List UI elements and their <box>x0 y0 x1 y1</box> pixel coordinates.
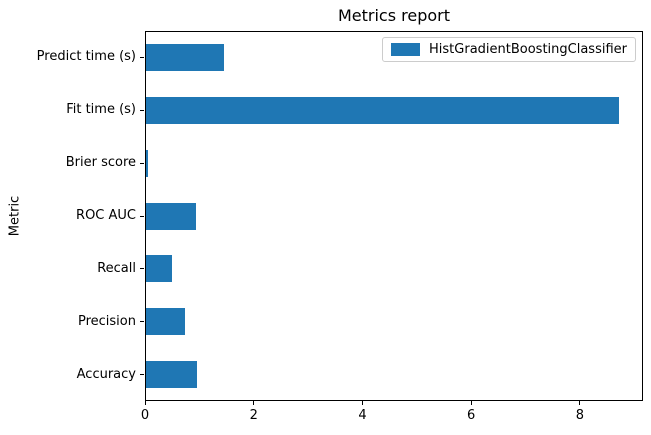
y-tick-label: Recall <box>97 260 136 276</box>
y-tick-label: Precision <box>77 313 136 329</box>
y-tick-mark <box>140 162 144 164</box>
bar <box>146 96 619 124</box>
bar <box>146 255 173 283</box>
y-tick-mark <box>140 321 144 323</box>
x-tick-label: 2 <box>249 408 258 423</box>
x-tick-label: 0 <box>140 408 150 423</box>
legend-label: HistGradientBoostingClassifier <box>429 42 627 57</box>
legend: HistGradientBoostingClassifier <box>382 37 636 62</box>
x-tick-mark <box>144 401 146 405</box>
legend-swatch-icon <box>391 43 421 56</box>
bar <box>146 202 197 230</box>
x-tick-label: 8 <box>575 408 585 423</box>
y-tick-label: ROC AUC <box>76 208 136 223</box>
y-tick-mark <box>140 374 144 376</box>
y-tick-label: Predict time (s) <box>36 49 136 65</box>
y-tick-label: Accuracy <box>76 366 136 382</box>
x-tick-label: 4 <box>358 408 367 423</box>
bar <box>146 308 186 336</box>
x-tick-mark <box>361 401 363 405</box>
y-tick-mark <box>140 268 144 270</box>
y-tick-label: Fit time (s) <box>66 102 136 118</box>
x-tick-mark <box>253 401 255 405</box>
y-tick-mark <box>140 109 144 111</box>
bar <box>146 361 198 389</box>
plot-area: HistGradientBoostingClassifier <box>145 31 643 401</box>
y-tick-label: Brier score <box>65 155 136 171</box>
x-tick-label: 6 <box>467 408 476 423</box>
x-tick-mark <box>579 401 581 405</box>
y-tick-mark <box>140 215 144 217</box>
y-tick-mark <box>140 56 144 58</box>
bar <box>146 149 149 177</box>
bar <box>146 43 224 71</box>
x-tick-mark <box>470 401 472 405</box>
chart-title: Metrics report <box>337 6 451 25</box>
